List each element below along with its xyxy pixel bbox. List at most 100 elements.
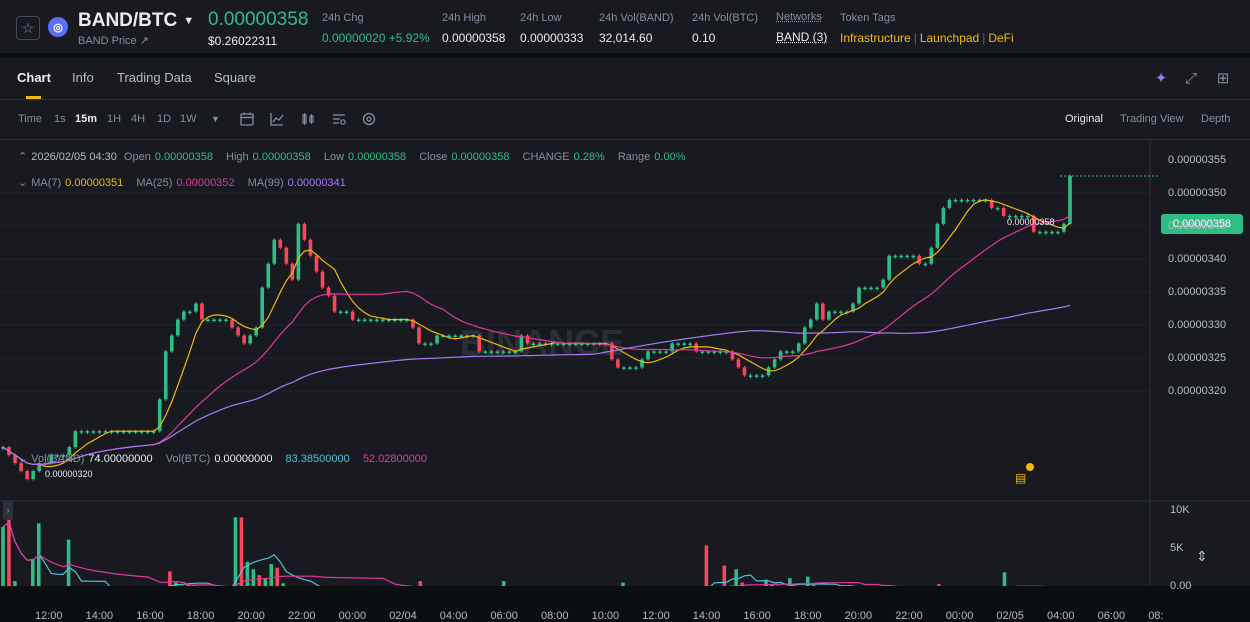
last-price: 0.00000358: [208, 9, 308, 31]
expand-icon[interactable]: ⤢: [1182, 70, 1200, 88]
market-header: ☆ ◎ BAND/BTC▼ BAND Price ↗ 0.00000358 $0…: [0, 0, 1250, 54]
news-note-icon[interactable]: ▤: [1015, 471, 1026, 485]
tab-trading-data[interactable]: Trading Data: [117, 70, 192, 85]
view-trading-view[interactable]: Trading View: [1120, 113, 1184, 125]
candle: [881, 280, 885, 288]
tab-info[interactable]: Info: [72, 70, 94, 85]
timeframe-more-caret-icon[interactable]: ▼: [211, 114, 220, 124]
candle: [303, 224, 307, 240]
ma7-value: 0.00000351: [65, 177, 123, 189]
time-axis-label: 06:00: [1098, 610, 1126, 622]
timeframe-time[interactable]: Time: [18, 113, 42, 125]
stat-label: 24h Vol(BTC): [692, 12, 758, 24]
candle: [791, 351, 795, 353]
ohlc-close-label: Close: [419, 151, 447, 163]
candle-type-icon[interactable]: [300, 111, 316, 127]
indicator-icon[interactable]: [269, 111, 285, 127]
candle: [857, 288, 861, 304]
candle: [688, 343, 692, 345]
timeframe-1h[interactable]: 1H: [107, 113, 121, 125]
volume-bar: [1, 527, 5, 586]
timeframe-1d[interactable]: 1D: [157, 113, 171, 125]
candle: [863, 288, 867, 290]
candle: [489, 351, 493, 353]
collapse-chevron-icon[interactable]: ⌄: [18, 453, 27, 465]
timeframe-15m[interactable]: 15m: [75, 113, 97, 125]
candle: [526, 335, 530, 343]
candle: [532, 343, 536, 345]
candle: [622, 367, 626, 369]
candle: [200, 304, 204, 320]
time-axis-label: 06:00: [490, 610, 518, 622]
chart-toolbar: Time 1s 15m 1H 4H 1D 1W ▼ Original Tradi…: [0, 100, 1250, 140]
candle: [206, 320, 210, 322]
collapse-chevron-icon[interactable]: ⌄: [18, 177, 27, 189]
volume-bar: [258, 575, 262, 586]
candlestick-chart[interactable]: BINANCE: [0, 140, 1250, 586]
favorite-star-icon[interactable]: ☆: [16, 16, 40, 40]
tag-defi[interactable]: DeFi: [988, 31, 1013, 45]
timeframe-4h[interactable]: 4H: [131, 113, 145, 125]
candle: [236, 328, 240, 336]
tab-chart[interactable]: Chart: [17, 70, 51, 85]
tab-square[interactable]: Square: [214, 70, 256, 85]
candle: [25, 471, 29, 479]
active-tab-indicator: [26, 96, 41, 99]
timeframe-1w[interactable]: 1W: [180, 113, 197, 125]
candle: [230, 320, 234, 328]
band-price-link[interactable]: BAND Price ↗: [78, 34, 149, 47]
candle: [797, 343, 801, 351]
candle: [869, 288, 873, 290]
chart-settings-icon[interactable]: [331, 111, 347, 127]
candle: [321, 272, 325, 288]
axis-scale-toggle-icon[interactable]: ⇕: [1196, 548, 1208, 565]
calendar-icon[interactable]: [239, 111, 255, 127]
ohlc-change: 0.28%: [574, 151, 605, 163]
ohlc-close: 0.00000358: [451, 151, 509, 163]
band-coin-icon: ◎: [48, 17, 68, 37]
candle: [936, 224, 940, 248]
tag-infrastructure[interactable]: Infrastructure: [840, 31, 911, 45]
price-axis-label: 0.00000355: [1168, 154, 1226, 166]
target-icon[interactable]: [361, 111, 377, 127]
tag-launchpad[interactable]: Launchpad: [920, 31, 979, 45]
view-original[interactable]: Original: [1065, 113, 1103, 125]
pair-selector[interactable]: BAND/BTC▼: [78, 10, 194, 32]
candle: [1044, 232, 1048, 234]
candle: [948, 200, 952, 208]
candle: [224, 320, 228, 322]
time-axis-label: 22:00: [895, 610, 923, 622]
candle: [351, 312, 355, 320]
expand-left-chevron-icon[interactable]: ›: [3, 500, 13, 520]
stat-label: 24h Low: [520, 12, 583, 24]
candle: [942, 208, 946, 224]
time-axis-label: 12:00: [642, 610, 670, 622]
candle: [905, 256, 909, 258]
collapse-chevron-icon[interactable]: ⌃: [18, 151, 27, 163]
price-usd: $0.26022311: [208, 34, 277, 48]
candle: [628, 367, 632, 369]
ohlc-high-label: High: [226, 151, 249, 163]
candle: [737, 359, 741, 367]
candle: [285, 248, 289, 264]
view-depth[interactable]: Depth: [1201, 113, 1230, 125]
vol-band-label: Vol(BAND): [31, 453, 84, 465]
candle: [188, 312, 192, 314]
ohlc-date: 2026/02/05 04:30: [31, 151, 117, 163]
candle: [676, 343, 680, 345]
ai-sparkle-icon[interactable]: ✦: [1152, 70, 1170, 88]
candle: [634, 367, 638, 369]
vol-btc-label: Vol(BTC): [166, 453, 211, 465]
candle: [339, 312, 343, 314]
vol-ma1-value: 83.38500000: [286, 453, 350, 465]
time-axis-label: 16:00: [743, 610, 771, 622]
candle: [278, 240, 282, 248]
ohlc-low: 0.00000358: [348, 151, 406, 163]
layout-grid-icon[interactable]: ⊞: [1214, 70, 1232, 88]
candle: [1050, 232, 1054, 234]
candle: [1002, 208, 1006, 216]
ohlc-range-label: Range: [618, 151, 650, 163]
timeframe-1s[interactable]: 1s: [54, 113, 66, 125]
